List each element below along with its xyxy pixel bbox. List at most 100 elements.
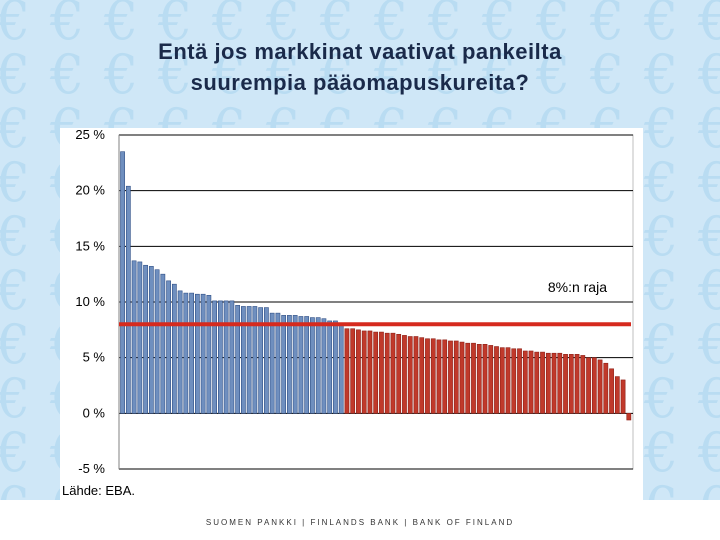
- bar: [183, 292, 189, 414]
- euro-watermark-glyph: €: [698, 0, 720, 52]
- euro-watermark-glyph: €: [0, 421, 31, 484]
- bar: [436, 339, 442, 414]
- euro-watermark-glyph: €: [644, 97, 679, 160]
- bar: [344, 328, 350, 414]
- bar: [614, 376, 620, 414]
- bar: [494, 346, 499, 414]
- bar: [482, 344, 488, 414]
- bar: [425, 338, 430, 414]
- bar: [177, 290, 183, 414]
- bar: [373, 331, 379, 414]
- euro-watermark-glyph: €: [320, 43, 355, 106]
- bar: [269, 312, 275, 414]
- bar: [568, 354, 574, 414]
- bar: [379, 331, 384, 414]
- slide-title-line-1: Entä jos markkinat vaativat pankeilta: [158, 39, 562, 64]
- euro-watermark-glyph: €: [104, 43, 139, 106]
- euro-watermark-glyph: €: [320, 0, 355, 52]
- euro-watermark-glyph: €: [698, 313, 720, 376]
- bar: [321, 318, 327, 414]
- bar: [591, 357, 597, 414]
- y-tick-label: 20 %: [75, 183, 105, 198]
- euro-watermark-glyph: €: [590, 43, 625, 106]
- euro-watermark-glyph: €: [0, 313, 31, 376]
- footer-bank-name: SUOMEN PANKKI | FINLANDS BANK | BANK OF …: [205, 518, 515, 527]
- bar: [194, 293, 200, 414]
- bar: [223, 300, 229, 414]
- bar: [402, 335, 407, 414]
- bar: [160, 273, 166, 414]
- bar: [350, 328, 356, 414]
- euro-watermark-glyph: €: [644, 151, 679, 214]
- euro-watermark-glyph: €: [644, 205, 679, 268]
- euro-watermark-glyph: €: [266, 43, 301, 106]
- euro-watermark-glyph: €: [374, 0, 409, 52]
- bar: [465, 342, 471, 414]
- bar: [413, 336, 419, 414]
- euro-watermark-glyph: €: [374, 43, 409, 106]
- euro-watermark-glyph: €: [482, 43, 517, 106]
- bar: [143, 264, 148, 414]
- bar: [586, 357, 591, 414]
- euro-watermark-glyph: €: [0, 480, 30, 501]
- bar: [459, 341, 465, 414]
- euro-watermark-glyph: €: [644, 43, 679, 106]
- bar: [551, 352, 557, 414]
- bar: [154, 269, 160, 414]
- bar: [229, 300, 235, 414]
- bar: [120, 151, 125, 414]
- bar: [574, 354, 580, 414]
- bar: [298, 316, 304, 414]
- slide-title-line-2: suurempia pääomapuskureita?: [190, 70, 530, 95]
- bar: [333, 320, 338, 414]
- bar: [522, 350, 528, 414]
- euro-watermark-glyph: €: [0, 259, 31, 322]
- bar-chart: 25 % 20 % 15 % 10 % 5 % 0 % -5 % 8%:n raja: [75, 128, 634, 476]
- bar: [563, 354, 568, 414]
- euro-watermark-glyph: €: [644, 259, 679, 322]
- euro-watermark-glyph: €: [698, 367, 720, 430]
- y-tick-label: 15 %: [75, 238, 105, 253]
- bar: [499, 347, 505, 414]
- bar: [315, 317, 321, 414]
- euro-watermark-glyph: €: [698, 97, 720, 160]
- y-tick-label: 25 %: [75, 128, 105, 142]
- bar: [125, 185, 131, 414]
- euro-watermark-glyph: €: [0, 367, 31, 430]
- bar: [609, 368, 614, 414]
- euro-watermark-glyph: €: [428, 0, 463, 52]
- euro-watermark-glyph: €: [644, 480, 678, 501]
- bar: [396, 333, 402, 414]
- bar: [235, 305, 241, 414]
- bar: [137, 261, 143, 414]
- bar: [206, 295, 212, 414]
- euro-watermark-glyph: €: [0, 97, 31, 160]
- bar: [367, 330, 373, 414]
- bar: [338, 323, 344, 414]
- bar: [189, 292, 194, 414]
- bar: [241, 306, 246, 414]
- bar: [528, 350, 534, 414]
- bar: [430, 338, 436, 414]
- euro-watermark-glyph: €: [698, 151, 720, 214]
- bar: [540, 351, 545, 414]
- bar: [453, 340, 459, 414]
- bar: [626, 413, 632, 421]
- euro-watermark-glyph: €: [104, 0, 139, 52]
- euro-watermark-glyph: €: [50, 0, 85, 52]
- euro-watermark-glyph: €: [158, 0, 193, 52]
- bar: [505, 347, 511, 414]
- bar: [517, 348, 522, 414]
- bar: [258, 307, 264, 414]
- bar: [620, 379, 626, 414]
- euro-watermark-glyph: €: [644, 313, 679, 376]
- euro-watermark-glyph: €: [644, 367, 679, 430]
- euro-watermark-glyph: €: [536, 0, 571, 52]
- bar: [471, 342, 476, 414]
- euro-watermark-glyph: €: [0, 151, 31, 214]
- euro-watermark-glyph: €: [482, 0, 517, 52]
- bar: [545, 352, 551, 414]
- euro-watermark-glyph: €: [428, 43, 463, 106]
- y-tick-label: -5 %: [78, 461, 105, 476]
- bar: [476, 344, 482, 414]
